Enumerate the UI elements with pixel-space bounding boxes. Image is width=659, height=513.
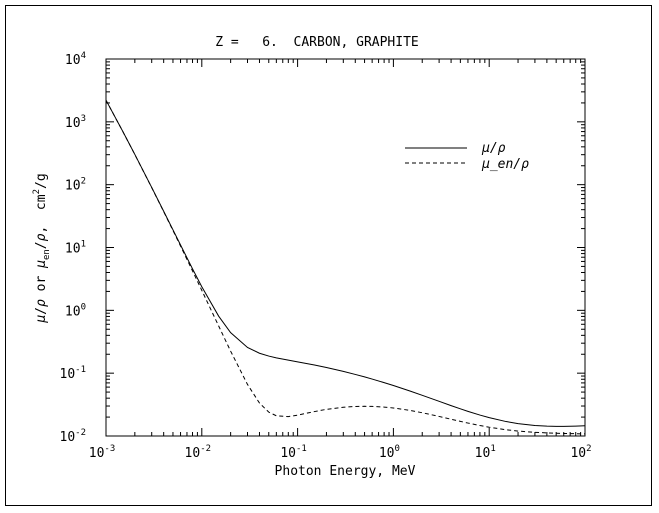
data-curves	[105, 99, 586, 435]
x-tick-label: 10-1	[280, 444, 307, 461]
series-line-muen-rho	[105, 99, 586, 435]
y-tick-label: 104	[65, 51, 86, 68]
y-tick-labels: 10-2 10-1 100 101 102 103 104	[60, 51, 87, 445]
plot-area	[105, 58, 586, 437]
x-tick-label: 100	[379, 444, 400, 461]
series-line-mu-rho	[105, 99, 586, 427]
x-tick-label: 10-3	[89, 444, 116, 461]
y-tick-label: 100	[65, 302, 86, 319]
y-tick-label: 10-1	[60, 365, 87, 382]
chart-title: Z = 6. CARBON, GRAPHITE	[215, 35, 419, 50]
x-tick-label: 102	[570, 444, 591, 461]
axis-ticks	[105, 58, 586, 437]
figure-frame	[5, 5, 652, 506]
y-tick-label: 10-2	[60, 428, 87, 445]
x-tick-labels: 10-3 10-2 10-1 100 101 102	[89, 444, 592, 461]
y-tick-label: 102	[65, 177, 86, 194]
x-tick-label: 10-2	[185, 444, 212, 461]
x-axis-label: Photon Energy, MeV	[275, 464, 416, 479]
y-tick-label: 101	[65, 240, 86, 257]
y-tick-label: 103	[65, 114, 86, 131]
legend: μ/ρ μ_en/ρ	[405, 141, 529, 172]
x-tick-label: 101	[475, 444, 496, 461]
y-axis-label: μ/ρ or μen/ρ, cm2/g	[32, 173, 52, 323]
legend-label-mu-rho: μ/ρ	[481, 141, 506, 156]
legend-label-muen-rho: μ_en/ρ	[481, 157, 529, 172]
